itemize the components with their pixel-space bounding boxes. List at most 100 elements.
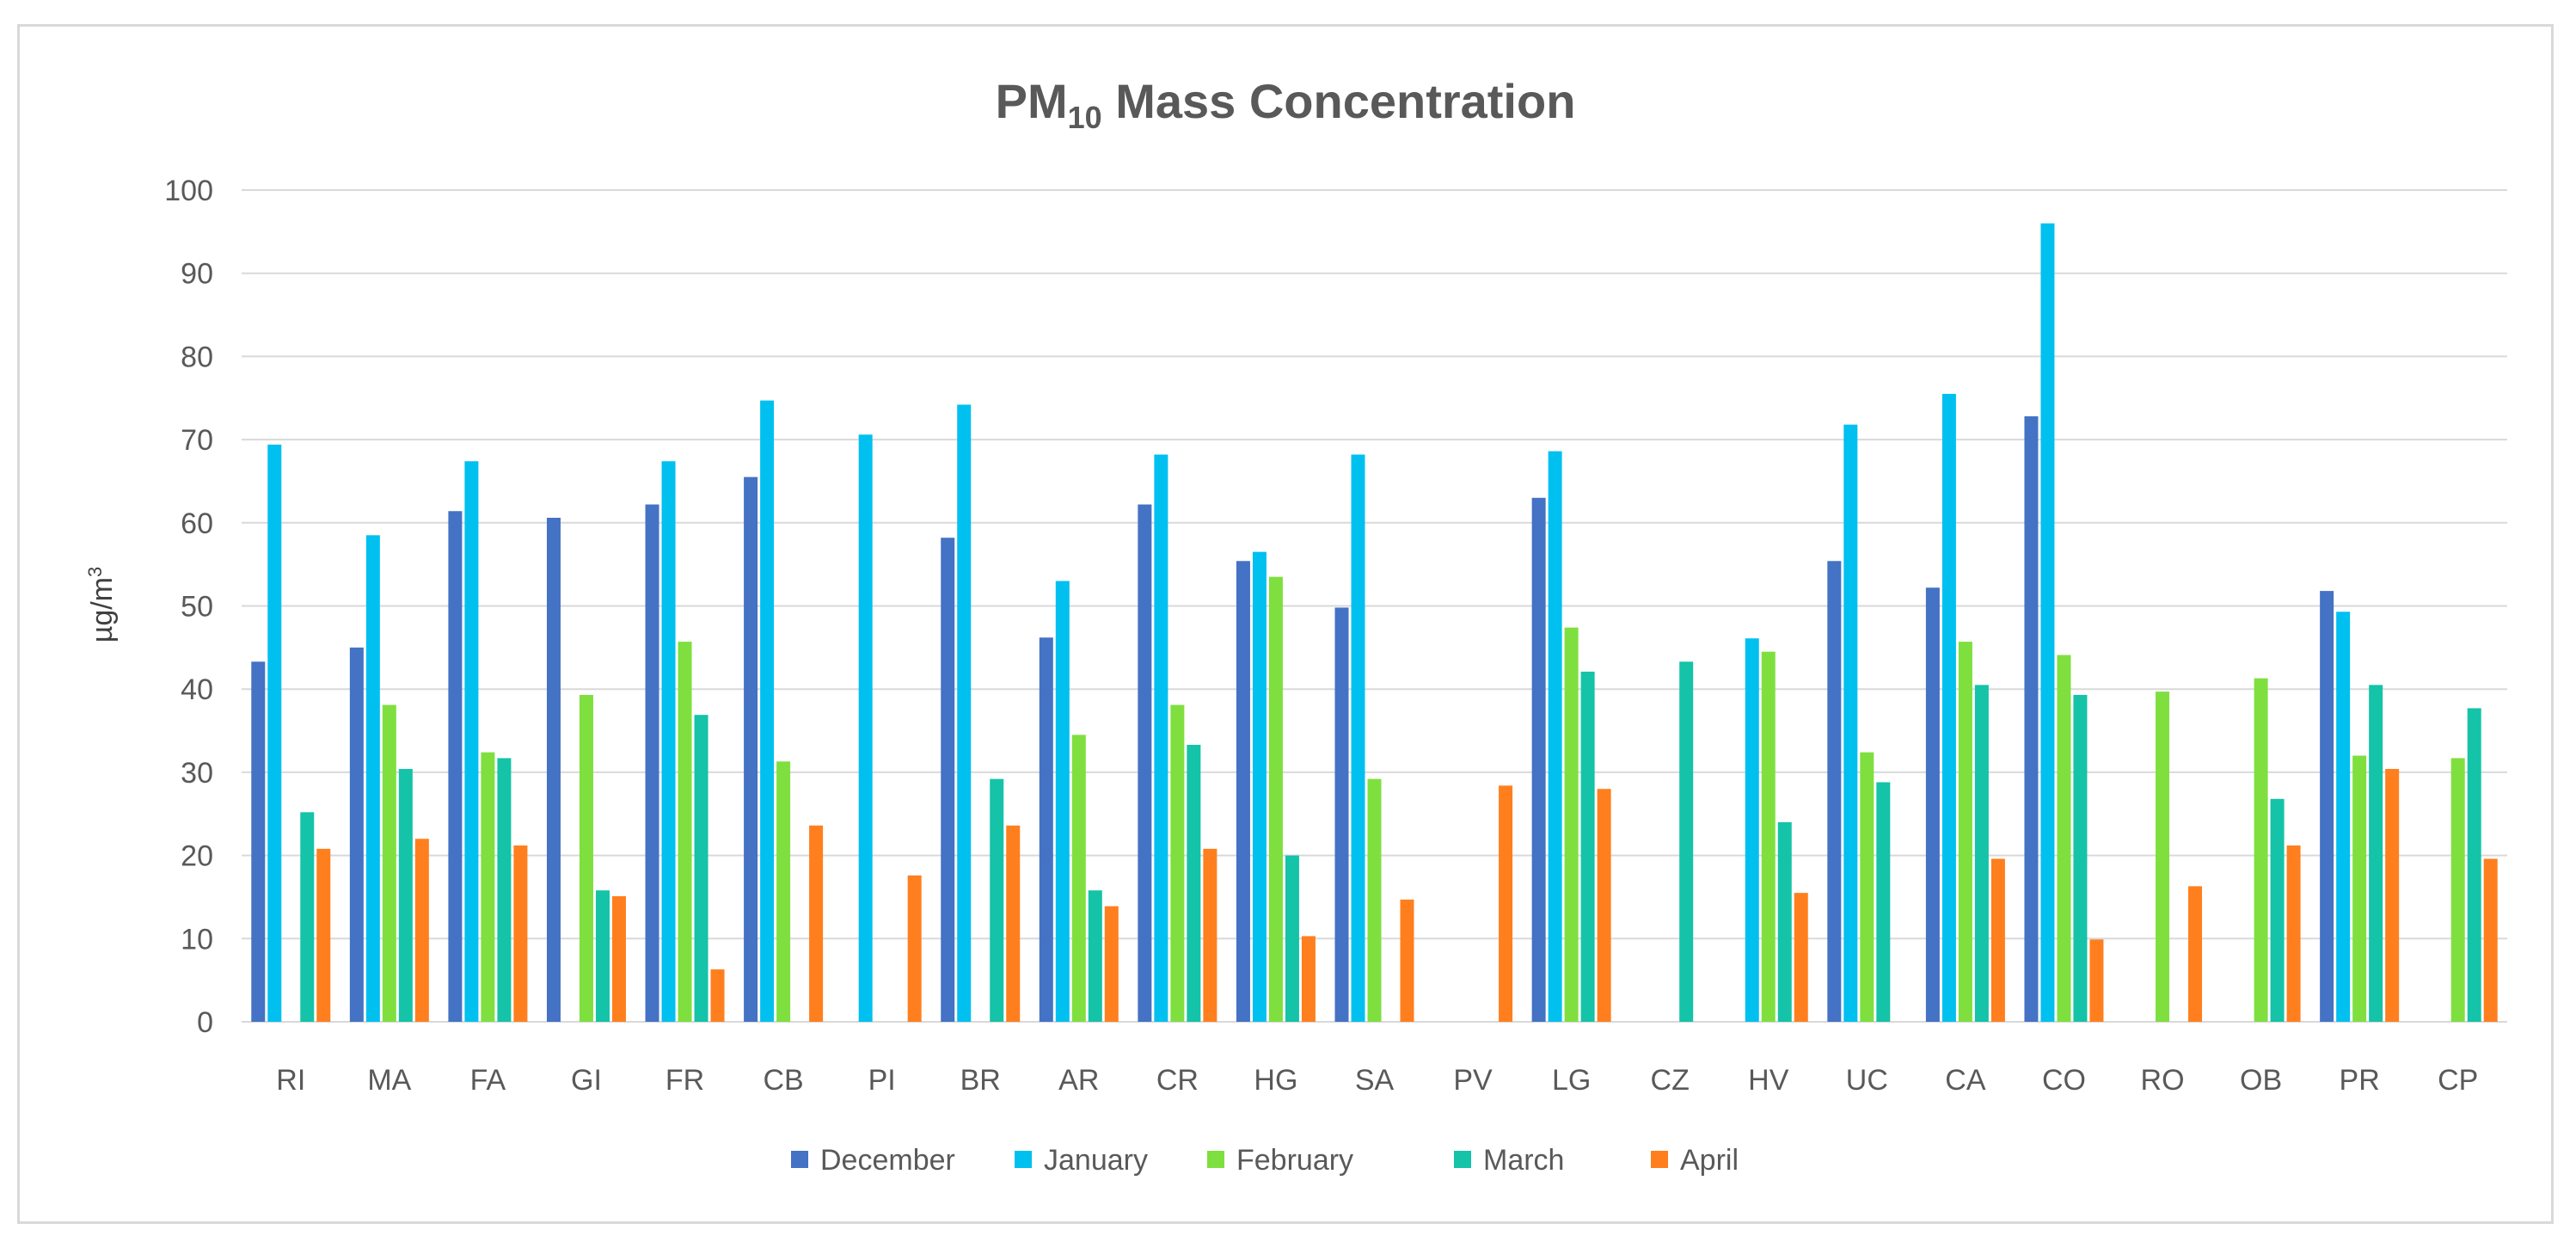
bar-january-hg	[1252, 551, 1267, 1022]
bar-april-lg	[1597, 789, 1611, 1022]
bar-february-fr	[678, 642, 692, 1022]
bar-december-ma	[349, 647, 364, 1022]
bar-february-cb	[776, 761, 791, 1022]
chart-container: PM10 Mass Concentration 0 10 20 30 40 50 60 70 8…	[17, 24, 2554, 1224]
y-tick-label: 50	[181, 591, 213, 624]
bar-april-cb	[809, 825, 824, 1022]
bar-march-hv	[1777, 821, 1792, 1022]
bar-april-sa	[1400, 899, 1414, 1022]
bar-january-ca	[1941, 393, 1956, 1022]
bar-march-ar	[1088, 890, 1102, 1022]
bar-february-ar	[1071, 735, 1086, 1022]
x-category-label: BR	[960, 1064, 1001, 1097]
bar-february-sa	[1367, 778, 1382, 1022]
x-category-label: CP	[2438, 1064, 2478, 1097]
bar-march-pr	[2369, 685, 2383, 1022]
bar-february-hv	[1761, 651, 1776, 1022]
bar-february-ca	[1958, 642, 1972, 1022]
bar-january-pi	[858, 434, 873, 1023]
chart-svg: PM10 Mass Concentration 0102030405060708…	[84, 74, 2507, 1177]
bar-december-ri	[251, 661, 266, 1022]
x-category-label: RO	[2141, 1064, 2185, 1097]
bar-december-ar	[1039, 637, 1053, 1022]
bar-april-ca	[1990, 858, 2005, 1022]
bar-march-co	[2073, 694, 2088, 1022]
bar-april-hv	[1794, 893, 1808, 1022]
bar-march-gi	[595, 890, 610, 1022]
bar-december-fr	[645, 504, 659, 1022]
x-category-label: CB	[763, 1064, 803, 1097]
legend-swatch-march	[1454, 1151, 1471, 1168]
legend-swatch-january	[1015, 1151, 1032, 1168]
y-axis-label: µg/m3	[84, 567, 119, 643]
bar-march-ma	[398, 769, 413, 1022]
bar-april-fa	[513, 845, 528, 1022]
x-category-label: GI	[571, 1064, 602, 1097]
bar-march-br	[990, 778, 1004, 1022]
bar-february-fa	[481, 752, 495, 1022]
bar-december-co	[2024, 416, 2039, 1022]
bar-march-ri	[300, 812, 315, 1022]
bar-december-ca	[1925, 587, 1940, 1022]
bar-march-cr	[1187, 744, 1201, 1022]
bar-february-hg	[1268, 576, 1283, 1022]
bar-march-fr	[694, 715, 708, 1022]
x-category-label: CZ	[1651, 1064, 1690, 1097]
legend-label-february: February	[1236, 1144, 1353, 1177]
y-axis-ticks: 0 10 20 30 40 50 60 70 80 90 100	[164, 175, 213, 1039]
bar-april-ob	[2286, 845, 2301, 1022]
bar-january-ar	[1055, 581, 1070, 1022]
bar-december-fa	[448, 511, 463, 1022]
legend-label-january: January	[1044, 1144, 1148, 1177]
bar-january-uc	[1843, 424, 1858, 1023]
bar-march-uc	[1876, 782, 1891, 1022]
bar-april-br	[1006, 825, 1021, 1022]
x-category-label: CA	[1945, 1064, 1986, 1097]
x-category-label: HV	[1748, 1064, 1789, 1097]
y-tick-label: 60	[181, 507, 213, 540]
bar-january-co	[2040, 223, 2055, 1022]
bar-march-cz	[1679, 661, 1694, 1022]
bar-april-ma	[414, 839, 429, 1022]
y-tick-label: 10	[181, 923, 213, 956]
bar-march-hg	[1285, 855, 1299, 1022]
bar-december-uc	[1827, 561, 1842, 1022]
bar-april-ri	[316, 848, 331, 1022]
bar-february-ob	[2254, 678, 2268, 1022]
bar-february-uc	[1860, 752, 1874, 1022]
bar-january-hv	[1745, 638, 1759, 1022]
x-axis-category-labels: RI MA FA GI FR CB PI BR AR CR HG SA PV LG CZ HV UC CA CO RO…	[276, 1064, 2478, 1097]
bar-december-gi	[546, 517, 561, 1022]
bar-january-pr	[2336, 612, 2351, 1022]
x-category-label: OB	[2240, 1064, 2282, 1097]
bar-december-cr	[1138, 504, 1152, 1022]
bar-december-br	[941, 538, 955, 1022]
bar-february-ma	[382, 704, 396, 1022]
bar-march-ca	[1974, 685, 1989, 1022]
bar-march-ob	[2270, 798, 2285, 1022]
bar-december-pr	[2320, 591, 2334, 1022]
legend: December January February March April	[791, 1144, 1739, 1177]
legend-swatch-february	[1207, 1151, 1224, 1168]
bar-january-ri	[267, 444, 282, 1022]
x-category-label: PV	[1453, 1064, 1493, 1097]
bar-april-pi	[907, 875, 922, 1022]
bar-january-cb	[760, 400, 775, 1022]
x-category-label: FA	[470, 1064, 506, 1097]
bar-january-fa	[464, 461, 479, 1022]
bar-february-pr	[2352, 755, 2367, 1022]
y-tick-label: 30	[181, 757, 213, 790]
bar-february-lg	[1564, 627, 1579, 1022]
bar-april-cp	[2483, 858, 2498, 1022]
chart-title-subscript: 10	[1068, 100, 1102, 135]
bar-february-cp	[2450, 758, 2465, 1022]
y-axis-label-superscript: 3	[84, 567, 106, 577]
bar-february-ro	[2156, 692, 2170, 1022]
y-tick-label: 90	[181, 258, 213, 291]
bar-january-lg	[1548, 451, 1562, 1022]
bar-april-gi	[611, 895, 626, 1022]
y-axis-label-main: µg/m	[86, 577, 119, 642]
bar-january-sa	[1351, 454, 1365, 1022]
x-category-label: HG	[1254, 1064, 1297, 1097]
x-category-label: CO	[2042, 1064, 2086, 1097]
